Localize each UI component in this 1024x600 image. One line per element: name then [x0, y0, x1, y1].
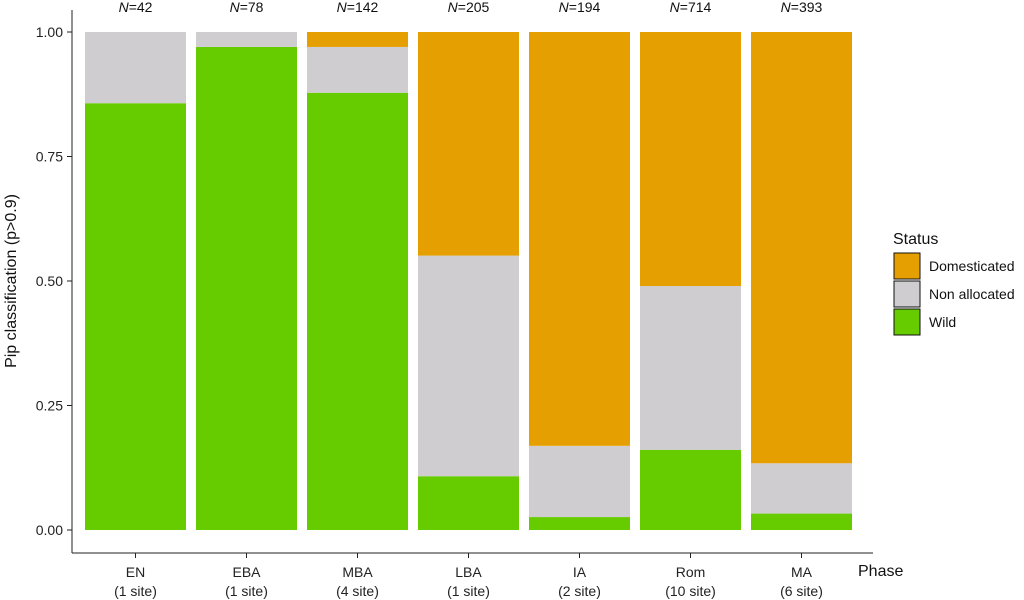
- x-tick-sublabel: (6 site): [780, 583, 823, 599]
- bar-segment-lba-domesticated: [418, 32, 519, 256]
- bar-segment-ia-non-allocated: [529, 445, 630, 518]
- x-tick-sublabel: (10 site): [665, 583, 716, 599]
- sample-size-label: N=78: [230, 0, 264, 15]
- x-tick-label: EBA: [232, 564, 261, 580]
- y-tick-label: 0.25: [36, 398, 63, 414]
- y-axis-title: Pip classification (p>0.9): [3, 194, 20, 368]
- sample-size-label: N=714: [670, 0, 712, 15]
- x-tick-label: MA: [791, 564, 813, 580]
- y-tick-label: 0.75: [36, 149, 63, 165]
- x-axis-ticks: EN (1 site) EBA (1 site) MBA (4 site) LBA (1 si…: [114, 553, 823, 599]
- sample-size-label: N=194: [559, 0, 601, 15]
- bar-segment-ia-domesticated: [529, 32, 630, 446]
- bar-segment-rom-wild: [640, 449, 741, 530]
- legend-title: Status: [893, 231, 938, 248]
- bar-segment-rom-non-allocated: [640, 285, 741, 450]
- x-tick-sublabel: (1 site): [447, 583, 490, 599]
- bar-segment-eba-non-allocated: [196, 32, 297, 47]
- bar-segment-ia-wild: [529, 517, 630, 530]
- bar-segment-eba-wild: [196, 46, 297, 530]
- bar-segment-mba-wild: [307, 92, 408, 531]
- sample-size-labels: N=42 N=78 N=142 N=205 N=194 N=714 N=393: [119, 0, 823, 15]
- bar-segment-ma-non-allocated: [751, 463, 852, 514]
- bar-segment-ma-wild: [751, 513, 852, 530]
- sample-size-label: N=205: [448, 0, 490, 15]
- legend-swatch-wild: [893, 308, 921, 336]
- legend-swatch-non-allocated: [893, 280, 921, 308]
- x-axis-title: Phase: [858, 563, 903, 580]
- bar-segment-en-non-allocated: [85, 32, 186, 104]
- bar-segment-lba-wild: [418, 476, 519, 530]
- y-tick-label: 0.00: [36, 522, 63, 538]
- legend-label: Wild: [929, 314, 956, 330]
- x-tick-sublabel: (4 site): [336, 583, 379, 599]
- x-tick-label: IA: [573, 564, 587, 580]
- legend-label: Non allocated: [929, 286, 1015, 302]
- y-axis-ticks: 0.00 0.25 0.50 0.75 1.00: [36, 24, 72, 538]
- bar-segment-mba-domesticated: [307, 32, 408, 47]
- x-tick-sublabel: (1 site): [114, 583, 157, 599]
- y-tick-label: 1.00: [36, 24, 63, 40]
- bar-segment-ma-domesticated: [751, 32, 852, 464]
- bar-segment-en-wild: [85, 103, 186, 531]
- y-tick-label: 0.50: [36, 273, 63, 289]
- bar-segment-mba-non-allocated: [307, 46, 408, 93]
- x-tick-sublabel: (1 site): [225, 583, 268, 599]
- bars-group: [85, 32, 852, 531]
- x-tick-label: Rom: [676, 564, 706, 580]
- legend-swatch-domesticated: [893, 252, 921, 280]
- sample-size-label: N=393: [781, 0, 823, 15]
- x-tick-label: EN: [126, 564, 145, 580]
- x-tick-label: LBA: [455, 564, 482, 580]
- legend-label: Domesticated: [929, 258, 1015, 274]
- x-tick-label: MBA: [342, 564, 373, 580]
- bar-segment-lba-non-allocated: [418, 255, 519, 477]
- bar-segment-rom-domesticated: [640, 32, 741, 286]
- legend: Status Domesticated Non allocated Wild: [893, 231, 1015, 336]
- sample-size-label: N=42: [119, 0, 153, 15]
- sample-size-label: N=142: [337, 0, 379, 15]
- x-tick-sublabel: (2 site): [558, 583, 601, 599]
